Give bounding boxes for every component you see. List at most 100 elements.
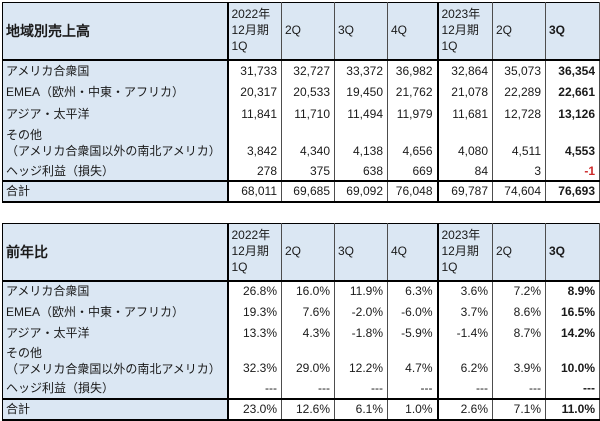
- value-cell: 12,728: [492, 103, 546, 126]
- value-cell: 32,864: [437, 59, 493, 82]
- value-cell: 32.3%: [227, 343, 282, 379]
- value-cell: ---: [281, 378, 335, 399]
- table2-title: 前年比: [2, 223, 229, 282]
- row-label: EMEA（欧州・中東・アフリカ）: [2, 81, 229, 104]
- value-cell: 7.6%: [281, 301, 335, 323]
- value-cell: 16.0%: [281, 280, 335, 302]
- value-cell: 20,317: [227, 81, 282, 104]
- value-cell: 11,710: [281, 103, 335, 126]
- total-cell: 76,048: [387, 180, 439, 203]
- value-cell: 4,553: [545, 125, 600, 162]
- value-cell: 3.6%: [437, 280, 493, 302]
- total-cell: 69,787: [437, 180, 493, 203]
- value-cell: 3.7%: [437, 301, 493, 323]
- value-cell: 8.6%: [492, 301, 546, 323]
- table-row: ヘッジ利益（損失） --- --- --- --- --- --- ---: [2, 378, 600, 399]
- table-row: ヘッジ利益（損失） 278 375 638 669 84 3 -1: [2, 161, 600, 182]
- total-cell: 11.0%: [545, 397, 600, 420]
- value-cell: 4,656: [387, 125, 439, 162]
- value-cell: 29.0%: [281, 343, 335, 379]
- table-row: アメリカ合衆国 26.8% 16.0% 11.9% 6.3% 3.6% 7.2%…: [2, 280, 600, 302]
- total-cell: 74,604: [492, 180, 546, 203]
- table-row: その他 （アメリカ合衆国以外の南北アメリカ） 3,842 4,340 4,138…: [2, 125, 600, 162]
- total-cell: 2.6%: [437, 397, 493, 420]
- value-cell: 3,842: [227, 125, 282, 162]
- total-cell: 12.6%: [281, 397, 335, 420]
- value-cell: 31,733: [227, 59, 282, 82]
- value-cell: 11,979: [387, 103, 439, 126]
- table-row: アメリカ合衆国 31,733 32,727 33,372 36,982 32,8…: [2, 59, 600, 82]
- value-cell: -6.0%: [387, 301, 439, 323]
- value-cell: 19.3%: [227, 301, 282, 323]
- value-cell: 26.8%: [227, 280, 282, 302]
- column-header: 3Q: [545, 2, 600, 61]
- total-cell: 7.1%: [492, 397, 546, 420]
- column-header: 2022年 12月期 1Q: [227, 2, 282, 61]
- value-cell: 4,080: [437, 125, 493, 162]
- row-label: EMEA（欧州・中東・アフリカ）: [2, 301, 229, 323]
- column-header: 3Q: [545, 223, 600, 282]
- value-cell: 278: [227, 161, 282, 182]
- value-cell: ---: [437, 378, 493, 399]
- value-cell: -1.8%: [334, 322, 388, 344]
- value-cell: ---: [492, 378, 546, 399]
- table-row: アジア・太平洋 13.3% 4.3% -1.8% -5.9% -1.4% 8.7…: [2, 322, 600, 344]
- value-cell: 4,340: [281, 125, 335, 162]
- total-cell: 23.0%: [227, 397, 282, 420]
- value-cell: 3.9%: [492, 343, 546, 379]
- value-cell: 4.7%: [387, 343, 439, 379]
- value-cell: -5.9%: [387, 322, 439, 344]
- value-cell: 10.0%: [545, 343, 600, 379]
- value-cell: 4.3%: [281, 322, 335, 344]
- value-cell: 638: [334, 161, 388, 182]
- row-label: アメリカ合衆国: [2, 59, 229, 82]
- value-cell: 4,511: [492, 125, 546, 162]
- total-cell: 6.1%: [334, 397, 388, 420]
- value-cell: 3: [492, 161, 546, 182]
- column-header: 4Q: [387, 2, 439, 61]
- value-cell: 16.5%: [545, 301, 600, 323]
- value-cell: 6.3%: [387, 280, 439, 302]
- row-label: ヘッジ利益（損失）: [2, 161, 229, 182]
- column-header: 2023年 12月期 1Q: [437, 223, 493, 282]
- row-label-line1: その他: [6, 128, 43, 143]
- column-header: 2Q: [492, 2, 546, 61]
- value-cell: 8.9%: [545, 280, 600, 302]
- value-cell: ---: [545, 378, 600, 399]
- value-cell: 13,126: [545, 103, 600, 126]
- value-cell: 22,289: [492, 81, 546, 104]
- value-cell: 13.3%: [227, 322, 282, 344]
- sales-by-region-table: 地域別売上高 2022年 12月期 1Q 2Q 3Q 4Q 2023年 12月期…: [2, 2, 600, 204]
- value-cell: 7.2%: [492, 280, 546, 302]
- column-header: 2Q: [281, 2, 335, 61]
- column-header: 2023年 12月期 1Q: [437, 2, 493, 61]
- yoy-change-table: 前年比 2022年 12月期 1Q 2Q 3Q 4Q 2023年 12月期 1Q…: [2, 223, 600, 421]
- total-row: 合計 68,011 69,685 69,092 76,048 69,787 74…: [2, 180, 600, 203]
- column-header: 2Q: [281, 223, 335, 282]
- row-label: その他 （アメリカ合衆国以外の南北アメリカ）: [2, 125, 229, 162]
- total-label: 合計: [2, 180, 229, 203]
- value-cell: -1.4%: [437, 322, 493, 344]
- value-cell: 11,681: [437, 103, 493, 126]
- value-cell: 14.2%: [545, 322, 600, 344]
- total-cell: 69,092: [334, 180, 388, 203]
- value-cell: 36,354: [545, 59, 600, 82]
- value-cell: 84: [437, 161, 493, 182]
- value-cell: -2.0%: [334, 301, 388, 323]
- total-cell: 1.0%: [387, 397, 439, 420]
- table-row: EMEA（欧州・中東・アフリカ） 19.3% 7.6% -2.0% -6.0% …: [2, 301, 600, 323]
- table1-title: 地域別売上高: [2, 2, 229, 61]
- value-cell: 11,841: [227, 103, 282, 126]
- value-cell: 669: [387, 161, 439, 182]
- value-cell: 36,982: [387, 59, 439, 82]
- total-cell: 69,685: [281, 180, 335, 203]
- value-cell: 6.2%: [437, 343, 493, 379]
- table-row: アジア・太平洋 11,841 11,710 11,494 11,979 11,6…: [2, 103, 600, 126]
- value-cell: 21,078: [437, 81, 493, 104]
- column-header: 3Q: [334, 2, 388, 61]
- value-cell: 4,138: [334, 125, 388, 162]
- value-cell: 11,494: [334, 103, 388, 126]
- row-label: ヘッジ利益（損失）: [2, 378, 229, 399]
- total-cell: 68,011: [227, 180, 282, 203]
